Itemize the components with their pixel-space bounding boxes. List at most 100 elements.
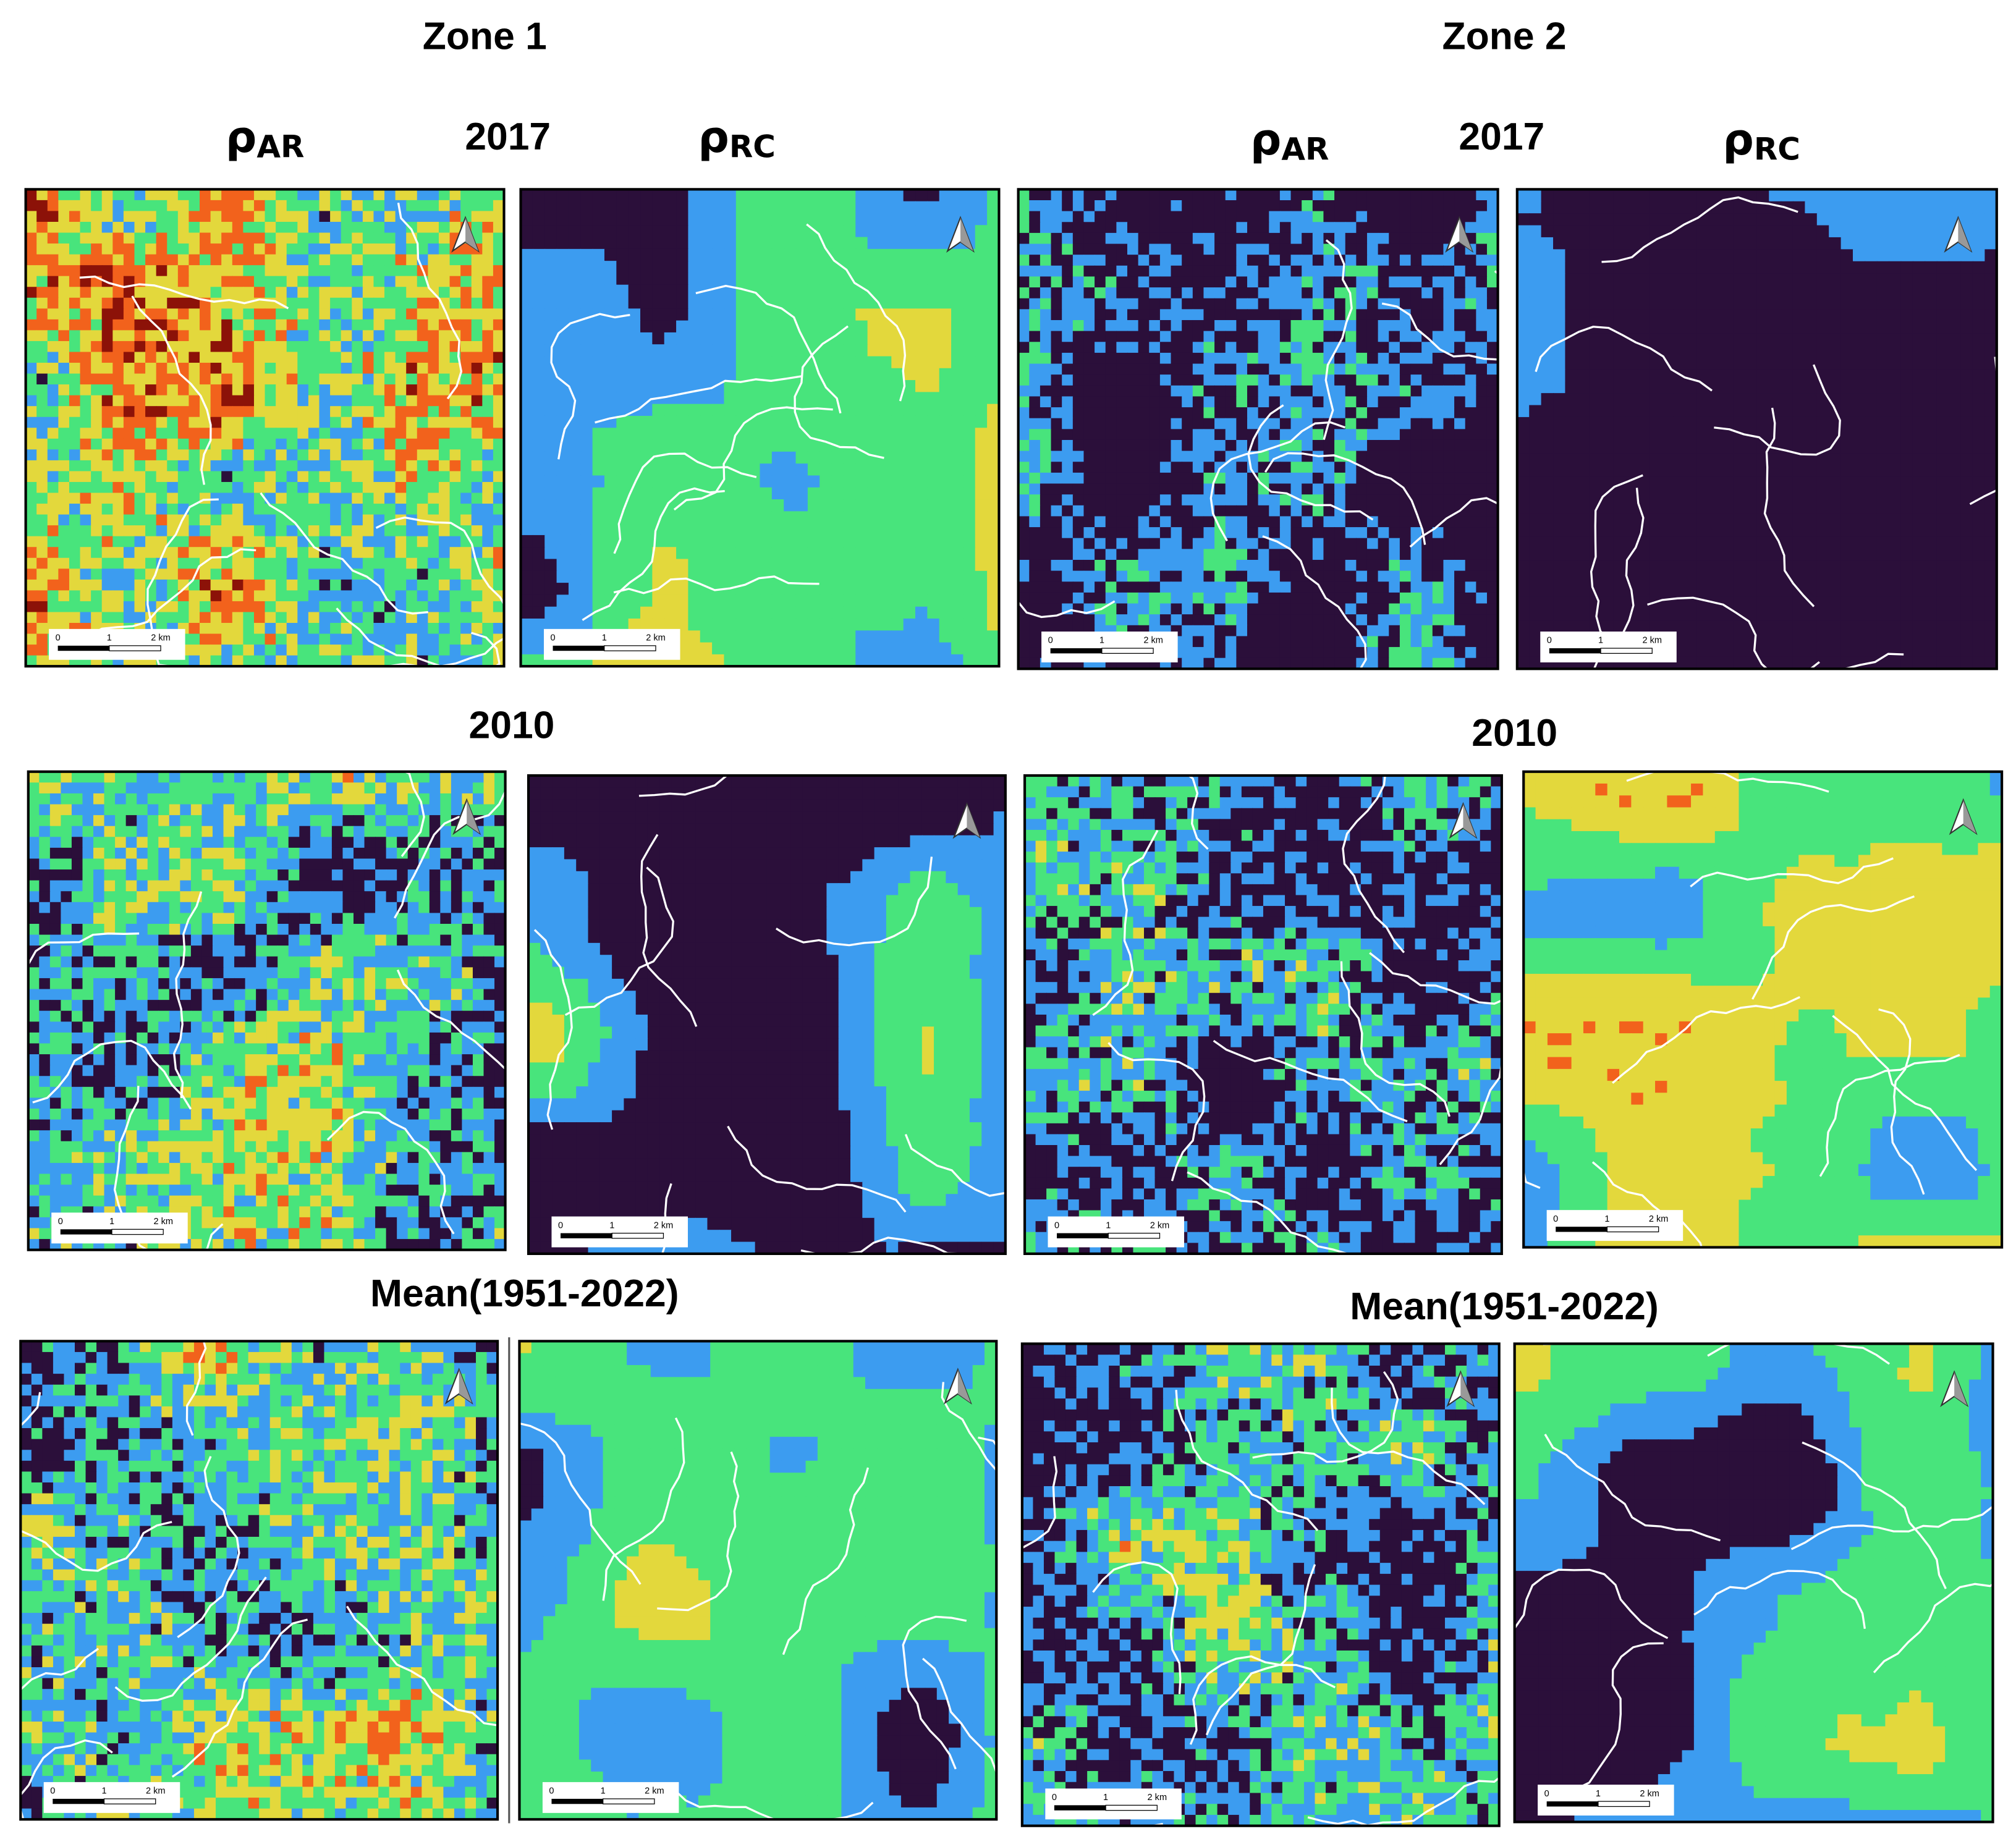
map-cell <box>243 352 255 363</box>
map-cell <box>820 189 832 202</box>
map-cell <box>384 232 396 244</box>
map-cell <box>397 1000 409 1012</box>
map-cell <box>82 815 94 827</box>
map-cell <box>321 826 332 838</box>
map-cell <box>903 237 916 250</box>
map-cell <box>867 404 880 416</box>
map-cell <box>91 612 103 624</box>
map-cell <box>568 261 582 274</box>
map-cell <box>373 384 385 396</box>
map-cell <box>494 978 506 990</box>
map-cell <box>25 525 38 537</box>
map-cell <box>342 1043 354 1055</box>
map-cell <box>397 923 409 936</box>
map-cell <box>428 460 439 472</box>
map-cell <box>903 511 916 524</box>
map-cell <box>69 536 81 548</box>
map-cell <box>676 332 689 345</box>
map-cell <box>373 395 385 407</box>
map-cell <box>123 352 135 363</box>
map-cell <box>494 837 506 848</box>
map-cell <box>134 200 146 212</box>
map-cell <box>123 232 135 244</box>
map-cell <box>438 297 451 310</box>
map-cell <box>395 481 407 494</box>
map-cell <box>253 211 266 222</box>
row-label: 2010 <box>469 704 555 747</box>
map-cell <box>212 804 224 816</box>
map-cell <box>352 645 363 656</box>
map-cell <box>592 535 605 548</box>
map-cell <box>820 583 832 596</box>
map-cell <box>532 237 546 250</box>
map-cell <box>256 902 268 914</box>
map-cell <box>449 481 461 494</box>
map-cell <box>963 499 976 512</box>
map-cell <box>451 1086 463 1099</box>
map-cell <box>640 511 653 524</box>
map-cell <box>592 499 605 512</box>
map-cell <box>494 1097 506 1109</box>
map-cell <box>544 225 557 238</box>
map-cell <box>243 232 255 244</box>
map-cell <box>36 340 48 353</box>
map-cell <box>210 460 222 472</box>
map-cell <box>177 319 190 331</box>
map-cell <box>299 902 311 914</box>
map-cell <box>145 363 157 374</box>
map-cell <box>843 487 857 500</box>
map-cell <box>256 989 268 1000</box>
map-cell <box>112 308 124 320</box>
map-cell <box>428 211 439 222</box>
map-cell <box>771 248 785 261</box>
map-cell <box>276 569 287 580</box>
map-cell <box>915 213 928 226</box>
map-cell <box>604 380 617 393</box>
map-cell <box>58 460 70 472</box>
map-cell <box>951 415 964 429</box>
map-cell <box>123 525 135 537</box>
map-cell <box>483 1000 495 1012</box>
map-cell <box>438 319 451 331</box>
map-cell <box>784 654 797 667</box>
map-cell <box>472 989 485 1000</box>
map-cell <box>493 622 505 635</box>
map-cell <box>449 579 461 591</box>
map-cell <box>784 332 797 345</box>
map-cell <box>188 655 200 667</box>
map-cell <box>169 913 181 924</box>
map-cell <box>951 308 964 321</box>
map-cell <box>245 1065 256 1077</box>
map-cell <box>308 460 320 472</box>
map-cell <box>123 211 135 222</box>
map-cell <box>297 200 309 212</box>
map-cell <box>712 332 725 345</box>
map-cell <box>580 248 593 261</box>
map-cell <box>341 547 353 559</box>
map-cell <box>101 330 114 342</box>
map-cell <box>544 404 557 416</box>
map-cell <box>115 913 127 924</box>
map-cell <box>123 395 135 407</box>
map-cell <box>927 201 940 214</box>
map-cell <box>843 368 857 381</box>
map-cell <box>101 340 114 353</box>
map-cell <box>137 945 148 957</box>
map-cell <box>319 384 331 396</box>
map-cell <box>879 618 892 632</box>
map-cell <box>951 320 964 333</box>
map-cell <box>330 493 342 504</box>
map-cell <box>362 449 375 461</box>
map-cell <box>771 654 785 667</box>
map-cell <box>604 356 617 369</box>
map-cell <box>520 332 533 345</box>
map-cell <box>879 535 892 548</box>
map-cell <box>266 1097 279 1109</box>
map-cell <box>395 612 407 624</box>
map-cell <box>604 332 617 345</box>
map-cell <box>556 606 569 619</box>
map-cell <box>330 265 342 277</box>
map-cell <box>700 415 713 429</box>
map-cell <box>471 265 483 277</box>
map-cell <box>939 189 952 202</box>
